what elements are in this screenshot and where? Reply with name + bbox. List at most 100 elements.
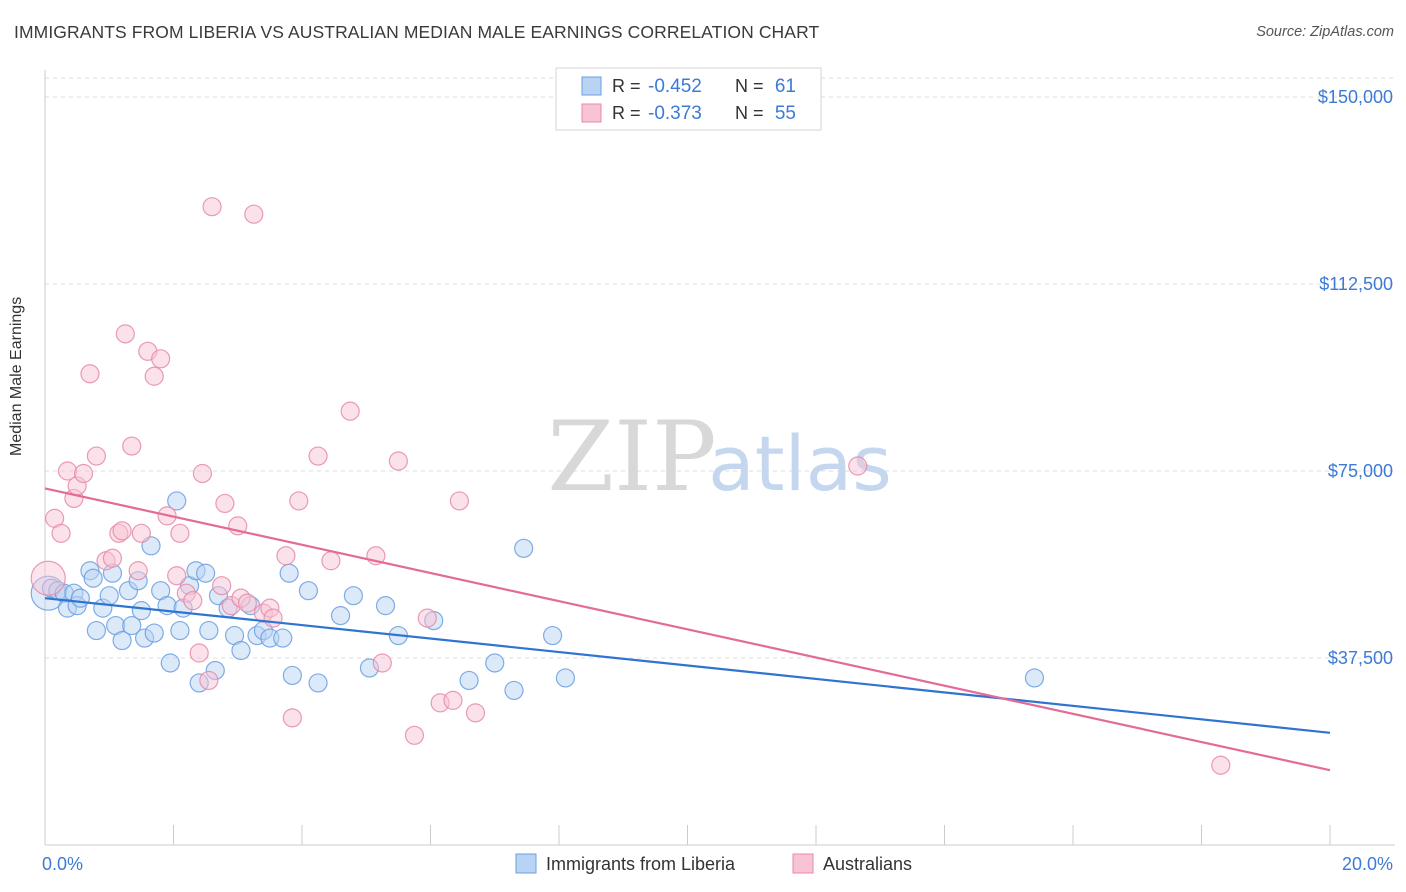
watermark: ZIP atlas [547, 401, 891, 513]
data-point-australians [128, 561, 148, 581]
watermark-zip: ZIP [547, 401, 716, 513]
data-point-liberia [99, 586, 119, 606]
data-point-australians [443, 690, 463, 710]
data-point-liberia [308, 673, 328, 693]
data-point-australians [244, 204, 264, 224]
data-point-liberia [144, 623, 164, 643]
data-point-liberia [282, 665, 302, 686]
data-point-australians [417, 608, 437, 628]
data-point-liberia [485, 653, 505, 673]
data-point-liberia [122, 615, 142, 636]
data-point-australians [131, 523, 151, 543]
trend-line-liberia [44, 597, 1331, 734]
data-point-liberia [555, 668, 576, 688]
data-point-liberia [112, 630, 132, 651]
data-point-liberia [160, 653, 180, 673]
data-point-australians [237, 593, 257, 613]
data-point-australians [449, 491, 470, 511]
legend-n-value: 55 [775, 103, 796, 124]
data-point-liberia [86, 620, 107, 641]
data-point-australians [183, 591, 203, 611]
x-tick-label-right: 20.0% [1342, 854, 1393, 874]
trend-line-australians [44, 487, 1331, 772]
data-point-australians [215, 493, 235, 514]
data-point-liberia [504, 680, 524, 701]
legend-n-label: N = [735, 76, 764, 96]
series-legend: Immigrants from Liberia Australians [515, 853, 912, 874]
series-legend-label: Immigrants from Liberia [546, 854, 736, 874]
y-tick-labels: $37,500 $75,000 $112,500 $150,000 [1318, 87, 1393, 668]
data-point-australians [282, 708, 302, 728]
data-point-australians [189, 643, 209, 663]
data-point-australians [199, 670, 219, 691]
data-point-australians [73, 463, 94, 484]
data-point-australians [112, 521, 132, 541]
data-point-australians [1211, 755, 1231, 775]
y-tick-label: $37,500 [1328, 648, 1393, 668]
data-point-australians [151, 349, 171, 369]
data-point-australians [51, 523, 71, 543]
data-point-australians [167, 566, 187, 586]
data-point-australians [372, 653, 392, 673]
chart-source: Source: ZipAtlas.com [1256, 24, 1394, 40]
data-point-liberia [83, 568, 103, 588]
data-point-australians [340, 401, 360, 421]
legend-r-label: R = [612, 103, 641, 123]
legend-swatch [581, 103, 602, 123]
gridlines [45, 77, 1395, 659]
data-point-australians [80, 364, 100, 384]
data-point-australians [321, 551, 341, 571]
legend-swatch [581, 76, 602, 96]
data-point-australians [263, 608, 283, 628]
trend-lines [44, 487, 1331, 772]
x-tick-label-left: 0.0% [42, 854, 83, 874]
stats-legend: R = -0.452 N = 61 R = -0.373 N = 55 [555, 67, 822, 131]
data-point-australians [202, 197, 222, 217]
data-point-liberia [167, 491, 187, 511]
legend-n-value: 61 [775, 76, 796, 97]
data-point-australians [30, 560, 66, 596]
data-point-liberia [1024, 668, 1045, 688]
legend-r-value: -0.373 [648, 103, 702, 124]
data-point-australians [276, 546, 296, 566]
data-point-liberia [279, 563, 299, 583]
series-legend-swatch [515, 853, 537, 874]
data-point-liberia [131, 601, 151, 621]
series-legend-swatch [792, 853, 814, 874]
data-point-australians [404, 725, 425, 745]
data-point-australians [144, 366, 164, 386]
data-point-liberia [542, 625, 563, 646]
data-point-australians [289, 491, 309, 511]
data-point-liberia [273, 628, 293, 648]
data-point-australians [212, 576, 232, 596]
data-point-liberia [199, 620, 219, 641]
data-point-liberia [298, 581, 319, 601]
data-point-liberia [330, 606, 351, 626]
data-point-liberia [231, 640, 251, 661]
y-tick-label: $150,000 [1318, 87, 1393, 107]
data-point-australians [388, 451, 408, 471]
axes [44, 70, 1395, 846]
data-point-australians [122, 436, 142, 456]
data-point-australians [848, 456, 868, 476]
legend-r-value: -0.452 [648, 76, 702, 97]
data-point-australians [115, 324, 135, 344]
legend-n-label: N = [735, 103, 764, 123]
data-point-australians [192, 463, 213, 484]
data-point-australians [308, 446, 328, 466]
x-tick-labels: 0.0% 20.0% [42, 854, 1393, 874]
y-tick-label: $75,000 [1328, 461, 1393, 481]
data-point-liberia [70, 588, 90, 608]
data-point-liberia [170, 620, 190, 641]
data-point-liberia [514, 538, 534, 558]
data-point-australians [86, 446, 107, 466]
data-point-australians [465, 703, 486, 723]
series-legend-label: Australians [823, 854, 912, 874]
data-point-liberia [459, 670, 479, 691]
legend-r-label: R = [612, 76, 641, 96]
data-point-liberia [375, 596, 396, 616]
y-tick-label: $112,500 [1319, 274, 1393, 294]
data-point-australians [102, 548, 123, 568]
chart-title: IMMIGRANTS FROM LIBERIA VS AUSTRALIAN ME… [14, 22, 820, 42]
